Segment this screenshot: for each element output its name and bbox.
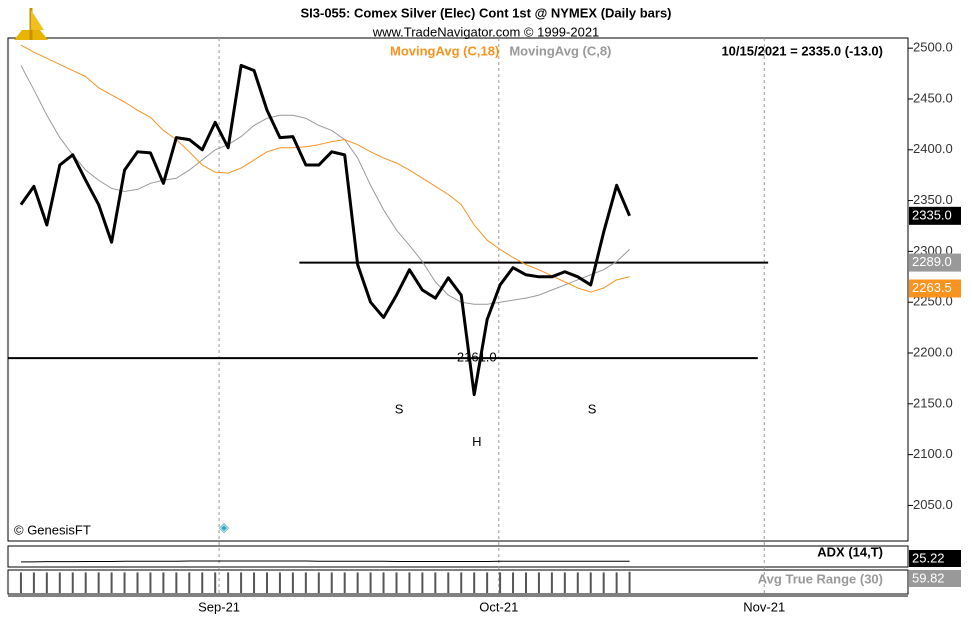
legend-entry: MovingAvg (C,18) xyxy=(390,43,499,58)
atr-value: 59.82 xyxy=(912,570,945,585)
annotation: 2161.0 xyxy=(457,350,497,365)
y-tick-label: 2500.0 xyxy=(913,40,953,55)
x-tick-label: Nov-21 xyxy=(743,599,785,614)
value-box xyxy=(909,206,961,225)
y-tick-label: 2200.0 xyxy=(913,344,953,359)
value-box xyxy=(909,550,961,567)
chart-subtitle: www.TradeNavigator.com © 1999-2021 xyxy=(372,24,600,39)
annotation: H xyxy=(472,434,481,449)
value-label: 2263.5 xyxy=(912,280,952,295)
adx-frame xyxy=(7,545,909,568)
adx-name: ADX (14,T) xyxy=(817,544,883,559)
series-line xyxy=(20,65,630,305)
plot-frame xyxy=(7,37,909,542)
y-tick-label: 2350.0 xyxy=(913,192,953,207)
atr-name: Avg True Range (30) xyxy=(758,571,883,586)
value-box xyxy=(909,253,961,272)
logo xyxy=(14,8,48,40)
value-label: 2335.0 xyxy=(912,207,952,222)
annotation: S xyxy=(588,401,597,416)
marker-icon: ◈ xyxy=(219,519,229,534)
y-tick-label: 2150.0 xyxy=(913,395,953,410)
y-tick-label: 2050.0 xyxy=(913,497,953,512)
atr-frame xyxy=(7,569,909,595)
value-box xyxy=(909,570,961,587)
adx-line xyxy=(20,560,630,563)
x-tick-label: Sep-21 xyxy=(198,599,240,614)
y-tick-label: 2450.0 xyxy=(913,90,953,105)
y-tick-label: 2400.0 xyxy=(913,141,953,156)
adx-value: 25.22 xyxy=(912,550,945,565)
y-tick-label: 2100.0 xyxy=(913,446,953,461)
info: 10/15/2021 = 2335.0 (-13.0) xyxy=(721,43,883,58)
value-box xyxy=(909,279,961,298)
legend-entry: MovingAvg (C,8) xyxy=(509,43,611,58)
x-tick-label: Oct-21 xyxy=(479,599,518,614)
credit: © GenesisFT xyxy=(14,522,91,537)
chart-title: SI3-055: Comex Silver (Elec) Cont 1st @ … xyxy=(300,5,671,20)
series-line xyxy=(20,44,630,293)
series-line xyxy=(19,63,631,397)
annotation: S xyxy=(395,401,404,416)
value-label: 2289.0 xyxy=(912,254,952,269)
